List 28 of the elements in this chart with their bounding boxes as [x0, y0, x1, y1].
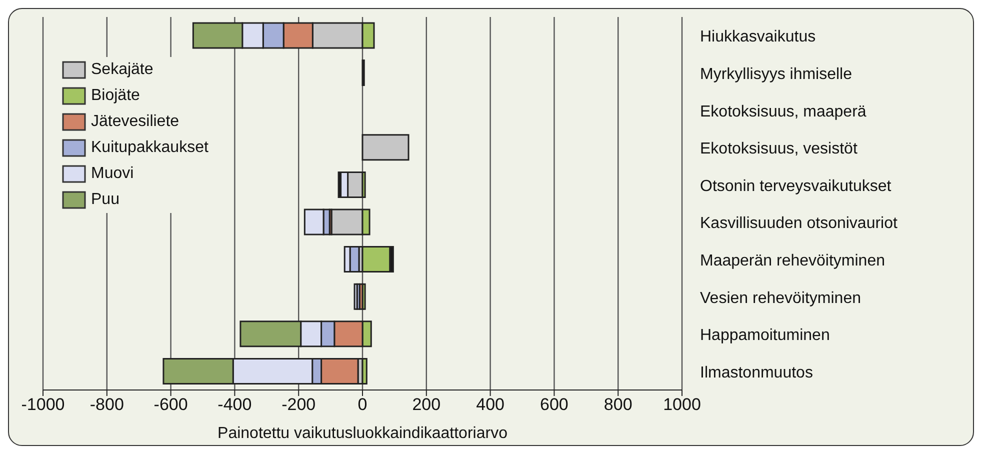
legend-label: Jätevesiliete	[91, 113, 180, 131]
legend-label: Muovi	[91, 165, 134, 183]
x-tick-label: 0	[358, 395, 368, 414]
legend-label: Biojäte	[91, 87, 140, 105]
x-tick-label: 400	[476, 395, 504, 414]
y-tick-label: Hiukkasvaikutus	[700, 28, 816, 46]
y-tick-label: Otsonin terveysvaikutukset	[700, 178, 892, 195]
y-tick-label: Ekotoksisuus, vesistöt	[700, 140, 858, 158]
x-axis-title: Painotettu vaikutusluokkaindikaattoriarvo	[218, 425, 508, 442]
legend-label: Puu	[91, 191, 120, 209]
y-tick-label: Maaperän rehevöityminen	[700, 252, 885, 270]
y-tick-label: Kasvillisuuden otsonivauriot	[700, 215, 898, 232]
x-tick-label: -600	[154, 395, 188, 414]
y-tick-label: Vesien rehevöityminen	[700, 290, 861, 307]
legend-label: Kuitupakkaukset	[91, 139, 208, 157]
y-tick-label: Myrkyllisyys ihmiselle	[700, 66, 852, 83]
x-tick-label: 800	[604, 395, 632, 414]
x-tick-label: 1000	[663, 395, 701, 414]
y-tick-label: Ekotoksisuus, maaperä	[700, 103, 866, 120]
x-tick-label: -1000	[21, 395, 65, 414]
x-tick-label: 600	[540, 395, 568, 414]
legend-label: Sekajäte	[91, 61, 154, 79]
y-tick-label: Ilmastonmuutos	[700, 364, 813, 382]
y-tick-label: Happamoituminen	[700, 327, 830, 344]
x-tick-label: 200	[412, 395, 441, 414]
x-tick-label: -800	[90, 395, 124, 414]
x-tick-label: -400	[218, 395, 252, 414]
x-tick-label: -200	[282, 395, 316, 414]
